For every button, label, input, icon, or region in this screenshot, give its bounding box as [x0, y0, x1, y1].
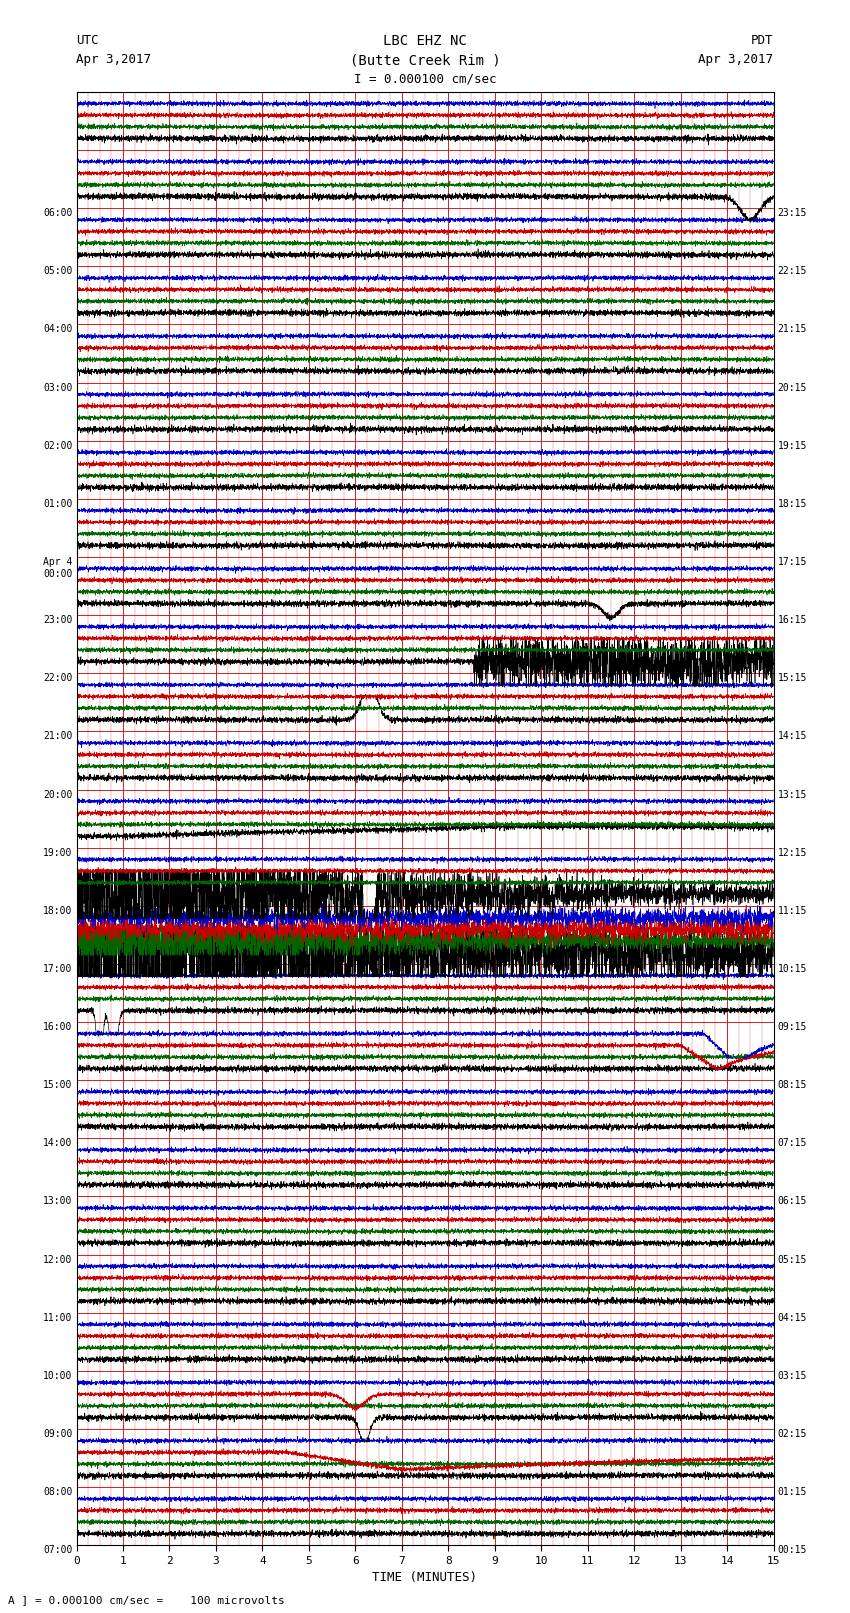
Text: Apr 3,2017: Apr 3,2017	[76, 53, 151, 66]
Text: (Butte Creek Rim ): (Butte Creek Rim )	[349, 53, 501, 68]
Text: A ] = 0.000100 cm/sec =    100 microvolts: A ] = 0.000100 cm/sec = 100 microvolts	[8, 1595, 286, 1605]
Text: PDT: PDT	[751, 34, 774, 47]
X-axis label: TIME (MINUTES): TIME (MINUTES)	[372, 1571, 478, 1584]
Text: I = 0.000100 cm/sec: I = 0.000100 cm/sec	[354, 73, 496, 85]
Text: Apr 3,2017: Apr 3,2017	[699, 53, 774, 66]
Text: UTC: UTC	[76, 34, 99, 47]
Text: LBC EHZ NC: LBC EHZ NC	[383, 34, 467, 48]
